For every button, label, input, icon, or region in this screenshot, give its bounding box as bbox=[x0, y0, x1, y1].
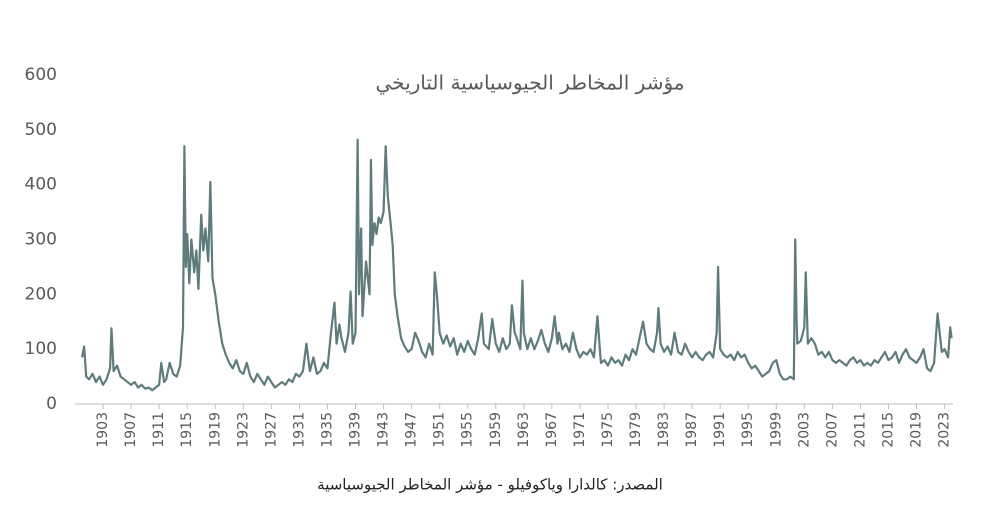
chart-title: مؤشر المخاطر الجيوسياسية التاريخي bbox=[376, 71, 685, 96]
x-tick-label: 1971 bbox=[572, 412, 588, 448]
x-tick-label: 2003 bbox=[796, 412, 812, 448]
y-tick-label: 400 bbox=[25, 175, 57, 195]
x-tick-label: 1923 bbox=[235, 412, 251, 448]
x-tick-label: 1959 bbox=[488, 412, 504, 448]
x-tick-label: 2019 bbox=[909, 412, 925, 448]
y-tick-label: 100 bbox=[25, 339, 57, 359]
x-tick-label: 1975 bbox=[600, 412, 616, 448]
x-tick-label: 1983 bbox=[656, 412, 672, 448]
x-tick-label: 1987 bbox=[684, 412, 700, 448]
x-tick-label: 1947 bbox=[404, 412, 420, 448]
x-tick-label: 1951 bbox=[432, 412, 448, 448]
x-tick-label: 1931 bbox=[291, 412, 307, 448]
x-tick-label: 1927 bbox=[263, 412, 279, 448]
x-tick-label: 1943 bbox=[376, 412, 392, 448]
x-tick-label: 1995 bbox=[740, 412, 756, 448]
y-tick-label: 300 bbox=[25, 230, 57, 250]
x-tick-label: 1935 bbox=[319, 412, 335, 448]
y-tick-label: 600 bbox=[25, 65, 57, 85]
x-tick-label: 1919 bbox=[207, 412, 223, 448]
x-tick-label: 2011 bbox=[852, 412, 868, 448]
x-tick-label: 2015 bbox=[880, 412, 896, 448]
y-tick-label: 200 bbox=[25, 284, 57, 304]
x-tick-label: 1979 bbox=[628, 412, 644, 448]
x-tick-label: 1967 bbox=[544, 412, 560, 448]
x-tick-label: 1915 bbox=[179, 412, 195, 448]
x-tick-label: 1907 bbox=[123, 412, 139, 448]
series-line bbox=[80, 138, 953, 392]
y-tick-label: 0 bbox=[46, 394, 57, 414]
x-tick-label: 1991 bbox=[712, 412, 728, 448]
x-tick-label: 1963 bbox=[516, 412, 532, 448]
y-tick-label: 500 bbox=[25, 120, 57, 140]
x-tick-label: 2007 bbox=[824, 412, 840, 448]
x-tick-label: 1999 bbox=[768, 412, 784, 448]
x-tick-label: 1939 bbox=[348, 412, 364, 448]
source-note: المصدر: كالدارا وياكوفيلو - مؤشر المخاطر… bbox=[317, 476, 663, 494]
x-tick-label: 1911 bbox=[151, 412, 167, 448]
x-tick-label: 2023 bbox=[937, 412, 953, 448]
x-tick-label: 1903 bbox=[95, 412, 111, 448]
x-tick-label: 1955 bbox=[460, 412, 476, 448]
